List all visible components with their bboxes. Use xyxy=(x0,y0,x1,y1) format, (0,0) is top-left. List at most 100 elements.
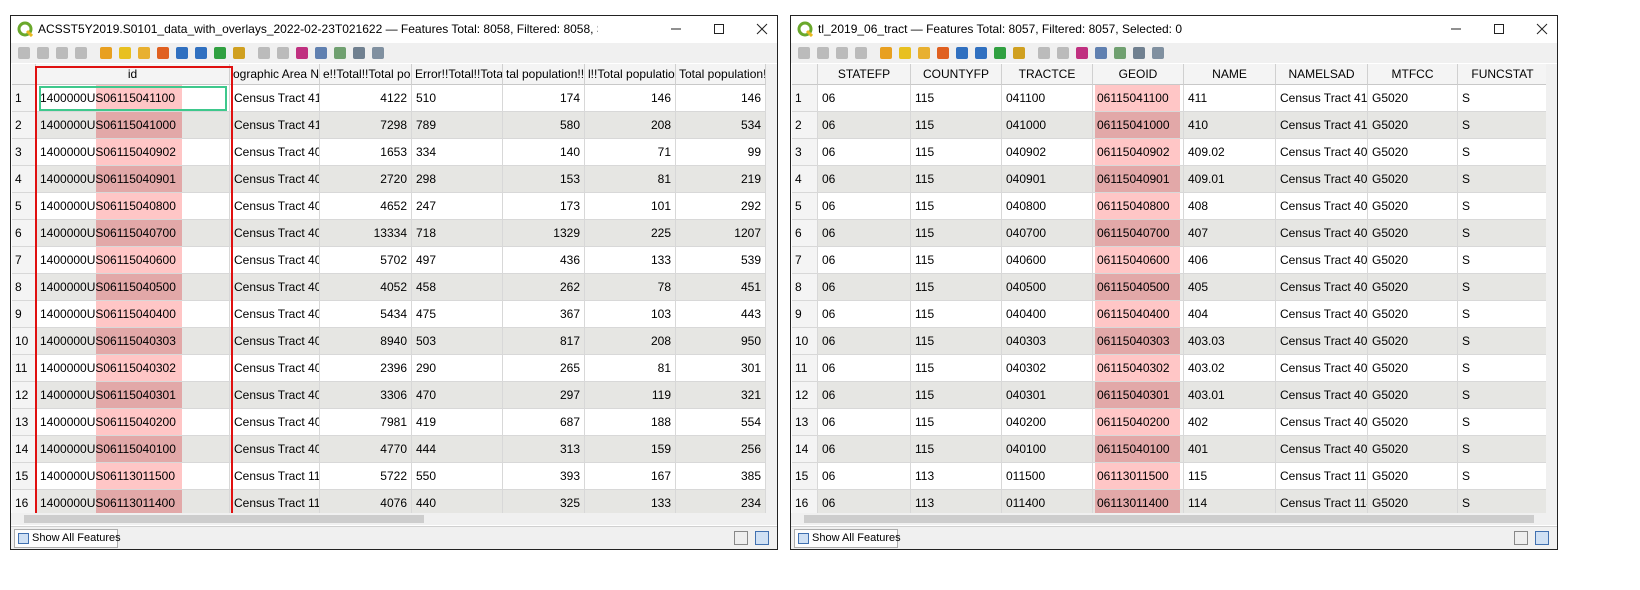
table-cell[interactable]: Census Tract 40... xyxy=(230,382,320,409)
table-cell[interactable]: 408 xyxy=(1184,193,1276,220)
toolbar-button[interactable] xyxy=(956,47,968,59)
column-header[interactable]: COUNTYFP xyxy=(911,64,1002,85)
table-cell[interactable]: 040500 xyxy=(1002,274,1093,301)
row-number[interactable]: 7 xyxy=(12,247,36,274)
table-cell[interactable]: Census Tract 404 xyxy=(1276,301,1368,328)
column-header[interactable]: tal population!!A xyxy=(503,64,585,85)
table-cell[interactable]: G5020 xyxy=(1368,463,1458,490)
table-cell[interactable]: 06115040901 xyxy=(1093,166,1184,193)
table-cell[interactable]: 103 xyxy=(585,301,676,328)
row-number[interactable]: 13 xyxy=(12,409,36,436)
table-cell[interactable]: Census Tract 40... xyxy=(230,301,320,328)
table-cell[interactable]: 040200 xyxy=(1002,409,1093,436)
table-cell[interactable]: 247 xyxy=(412,193,503,220)
table-cell[interactable]: Census Tract 408 xyxy=(1276,193,1368,220)
table-cell[interactable]: 06 xyxy=(818,166,911,193)
table-cell[interactable]: 115 xyxy=(911,355,1002,382)
table-cell[interactable]: Census Tract 40... xyxy=(230,220,320,247)
table-cell[interactable]: 219 xyxy=(676,166,766,193)
table-cell[interactable]: 2396 xyxy=(320,355,412,382)
toolbar-button[interactable] xyxy=(157,47,169,59)
table-cell[interactable]: 06115040902 xyxy=(1093,139,1184,166)
table-cell[interactable]: 580 xyxy=(503,112,585,139)
table-cell[interactable]: 334 xyxy=(412,139,503,166)
toolbar-button[interactable] xyxy=(1152,47,1164,59)
table-view-button[interactable] xyxy=(1535,531,1549,545)
table-cell[interactable]: 06115040200 xyxy=(1093,409,1184,436)
column-header[interactable]: NAMELSAD xyxy=(1276,64,1368,85)
table-cell[interactable]: 188 xyxy=(585,409,676,436)
row-number[interactable]: 12 xyxy=(792,382,818,409)
table-cell[interactable]: 403.02 xyxy=(1184,355,1276,382)
row-number[interactable]: 4 xyxy=(792,166,818,193)
toolbar-button[interactable] xyxy=(233,47,245,59)
table-cell[interactable]: 443 xyxy=(676,301,766,328)
table-cell[interactable]: 06 xyxy=(818,193,911,220)
vertical-scrollbar[interactable] xyxy=(766,64,777,513)
table-cell[interactable]: 06115040500 xyxy=(1093,274,1184,301)
toolbar-button[interactable] xyxy=(994,47,1006,59)
table-cell[interactable]: 2720 xyxy=(320,166,412,193)
scroll-thumb[interactable] xyxy=(804,515,1534,523)
toolbar-button[interactable] xyxy=(195,47,207,59)
table-cell[interactable]: 146 xyxy=(585,85,676,112)
table-cell[interactable]: 950 xyxy=(676,328,766,355)
row-number[interactable]: 4 xyxy=(12,166,36,193)
toolbar-button[interactable] xyxy=(1133,47,1145,59)
table-cell[interactable]: S xyxy=(1458,301,1548,328)
column-header[interactable]: Total population!! xyxy=(676,64,766,85)
table-cell[interactable]: 06 xyxy=(818,247,911,274)
toolbar-button[interactable] xyxy=(1013,47,1025,59)
column-header[interactable]: ographic Area Nar xyxy=(230,64,320,85)
table-cell[interactable]: 292 xyxy=(676,193,766,220)
table-cell[interactable]: 265 xyxy=(503,355,585,382)
row-number[interactable]: 10 xyxy=(12,328,36,355)
table-cell[interactable]: 550 xyxy=(412,463,503,490)
column-header[interactable]: e!!Total!!Total pop xyxy=(320,64,412,85)
maximize-button[interactable] xyxy=(711,21,727,37)
table-cell[interactable]: Census Tract 40... xyxy=(1276,139,1368,166)
table-cell[interactable]: 81 xyxy=(585,166,676,193)
row-number[interactable]: 1 xyxy=(792,85,818,112)
column-header[interactable]: l!!Total population xyxy=(585,64,676,85)
table-cell[interactable]: 133 xyxy=(585,247,676,274)
toolbar-button[interactable] xyxy=(817,47,829,59)
table-cell[interactable]: 173 xyxy=(503,193,585,220)
table-cell[interactable]: 06 xyxy=(818,463,911,490)
table-cell[interactable]: 208 xyxy=(585,112,676,139)
row-number[interactable]: 2 xyxy=(792,112,818,139)
table-cell[interactable]: G5020 xyxy=(1368,193,1458,220)
toolbar-button[interactable] xyxy=(353,47,365,59)
table-cell[interactable]: 06 xyxy=(818,112,911,139)
table-cell[interactable]: 5722 xyxy=(320,463,412,490)
table-cell[interactable]: 8940 xyxy=(320,328,412,355)
row-number[interactable]: 6 xyxy=(12,220,36,247)
table-cell[interactable]: 5702 xyxy=(320,247,412,274)
table-cell[interactable]: 403.01 xyxy=(1184,382,1276,409)
table-cell[interactable]: 290 xyxy=(412,355,503,382)
table-cell[interactable]: 470 xyxy=(412,382,503,409)
row-number[interactable]: 14 xyxy=(792,436,818,463)
table-cell[interactable]: G5020 xyxy=(1368,382,1458,409)
table-cell[interactable]: 115 xyxy=(911,301,1002,328)
table-cell[interactable]: S xyxy=(1458,193,1548,220)
table-cell[interactable]: Census Tract 401 xyxy=(1276,436,1368,463)
table-cell[interactable]: Census Tract 40... xyxy=(1276,166,1368,193)
table-cell[interactable]: 4052 xyxy=(320,274,412,301)
table-cell[interactable]: 06115040400 xyxy=(1093,301,1184,328)
table-cell[interactable]: 115 xyxy=(911,112,1002,139)
column-header[interactable]: FUNCSTAT xyxy=(1458,64,1548,85)
toolbar-button[interactable] xyxy=(1076,47,1088,59)
table-cell[interactable]: 115 xyxy=(911,436,1002,463)
table-cell[interactable]: 167 xyxy=(585,463,676,490)
minimize-button[interactable] xyxy=(668,21,684,37)
row-number[interactable]: 11 xyxy=(792,355,818,382)
table-cell[interactable]: S xyxy=(1458,166,1548,193)
table-cell[interactable]: Census Tract 40... xyxy=(230,139,320,166)
table-cell[interactable]: 4770 xyxy=(320,436,412,463)
toolbar-button[interactable] xyxy=(56,47,68,59)
table-cell[interactable]: 436 xyxy=(503,247,585,274)
table-cell[interactable]: 393 xyxy=(503,463,585,490)
table-cell[interactable]: S xyxy=(1458,85,1548,112)
table-cell[interactable]: 115 xyxy=(911,247,1002,274)
